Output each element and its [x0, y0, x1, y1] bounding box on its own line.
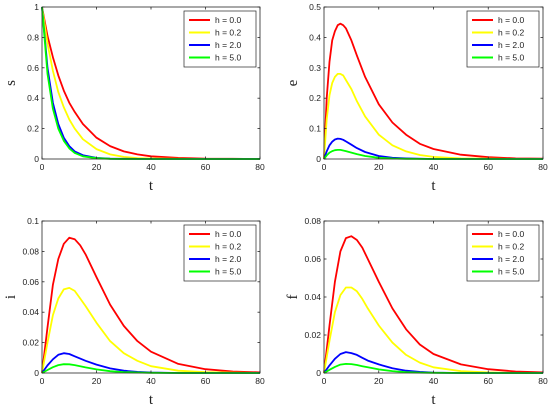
y-tick-label: 0.08 — [304, 216, 321, 226]
x-tick-label: 20 — [374, 162, 384, 172]
legend: h = 0.0 h = 0.2 h = 2.0 h = 5.0 — [466, 224, 540, 282]
y-tick-label: 0.04 — [304, 292, 321, 302]
x-tick-label: 0 — [40, 376, 45, 386]
legend-label: h = 0.0 — [498, 229, 525, 239]
x-tick-label: 60 — [484, 376, 494, 386]
legend: h = 0.0 h = 0.2 h = 2.0 h = 5.0 — [183, 10, 257, 68]
x-tick-label: 0 — [322, 376, 327, 386]
y-axis-label: e — [285, 79, 301, 86]
legend-label: h = 2.0 — [215, 254, 242, 264]
legend-label: h = 0.0 — [498, 15, 525, 25]
y-tick-label: 0 — [34, 154, 39, 164]
legend-label: h = 5.0 — [498, 53, 525, 63]
x-tick-label: 20 — [92, 376, 102, 386]
legend-label: h = 5.0 — [215, 53, 242, 63]
y-tick-label: 0.06 — [22, 277, 39, 287]
y-tick-label: 0.04 — [22, 307, 39, 317]
x-tick-label: 20 — [374, 376, 384, 386]
legend-label: h = 2.0 — [498, 254, 525, 264]
series-line — [323, 286, 543, 374]
legend: h = 0.0 h = 0.2 h = 2.0 h = 5.0 — [183, 224, 257, 282]
legend-label: h = 5.0 — [215, 267, 242, 277]
x-tick-label: 0 — [322, 162, 327, 172]
y-tick-label: 0.8 — [27, 32, 39, 42]
x-tick-label: 80 — [255, 162, 265, 172]
y-axis-label: f — [285, 295, 301, 300]
y-tick-label: 0.4 — [27, 93, 39, 103]
y-tick-label: 0.08 — [22, 246, 39, 256]
x-tick-label: 20 — [92, 162, 102, 172]
legend-label: h = 0.2 — [498, 242, 525, 252]
x-tick-label: 40 — [429, 162, 439, 172]
y-tick-label: 0.06 — [304, 254, 321, 264]
legend-label: h = 0.0 — [215, 229, 242, 239]
y-tick-label: 0 — [316, 368, 321, 378]
x-tick-label: 40 — [429, 376, 439, 386]
legend-label: h = 0.2 — [498, 28, 525, 38]
y-tick-label: 0.3 — [309, 63, 321, 73]
legend-label: h = 5.0 — [498, 267, 525, 277]
y-tick-label: 0.5 — [309, 2, 321, 12]
y-tick-label: 0.2 — [309, 93, 321, 103]
x-axis-label: t — [149, 392, 154, 408]
y-axis-label: s — [3, 80, 19, 86]
x-tick-label: 40 — [146, 162, 156, 172]
y-tick-label: 0.1 — [309, 124, 321, 134]
x-tick-label: 80 — [538, 376, 548, 386]
x-axis-label: t — [431, 392, 436, 408]
x-tick-label: 60 — [201, 162, 211, 172]
y-tick-label: 0.4 — [309, 32, 321, 42]
x-axis-label: t — [149, 178, 154, 194]
x-tick-label: 80 — [255, 376, 265, 386]
legend-label: h = 2.0 — [215, 40, 242, 50]
y-axis-label: i — [3, 295, 19, 299]
series-line — [323, 235, 544, 374]
y-tick-label: 0 — [34, 368, 39, 378]
legend-label: h = 0.2 — [215, 242, 242, 252]
x-tick-label: 80 — [538, 162, 548, 172]
legend-label: h = 0.2 — [215, 28, 242, 38]
x-axis-label: t — [431, 178, 436, 194]
x-tick-label: 60 — [484, 162, 494, 172]
x-tick-label: 0 — [40, 162, 45, 172]
y-tick-label: 0.02 — [22, 338, 39, 348]
series-line — [323, 22, 544, 160]
legend-label: h = 0.0 — [215, 15, 242, 25]
x-tick-label: 60 — [201, 376, 211, 386]
series-line — [41, 236, 261, 374]
y-tick-label: 1 — [34, 2, 39, 12]
legend-label: h = 2.0 — [498, 40, 525, 50]
y-tick-label: 0 — [316, 154, 321, 164]
x-tick-label: 40 — [146, 376, 156, 386]
series-line — [323, 73, 543, 160]
y-tick-label: 0.2 — [27, 124, 39, 134]
series-line — [41, 287, 261, 374]
y-tick-label: 0.6 — [27, 63, 39, 73]
y-tick-label: 0.02 — [304, 330, 321, 340]
y-tick-label: 0.1 — [27, 216, 39, 226]
legend: h = 0.0 h = 0.2 h = 2.0 h = 5.0 — [466, 10, 540, 68]
